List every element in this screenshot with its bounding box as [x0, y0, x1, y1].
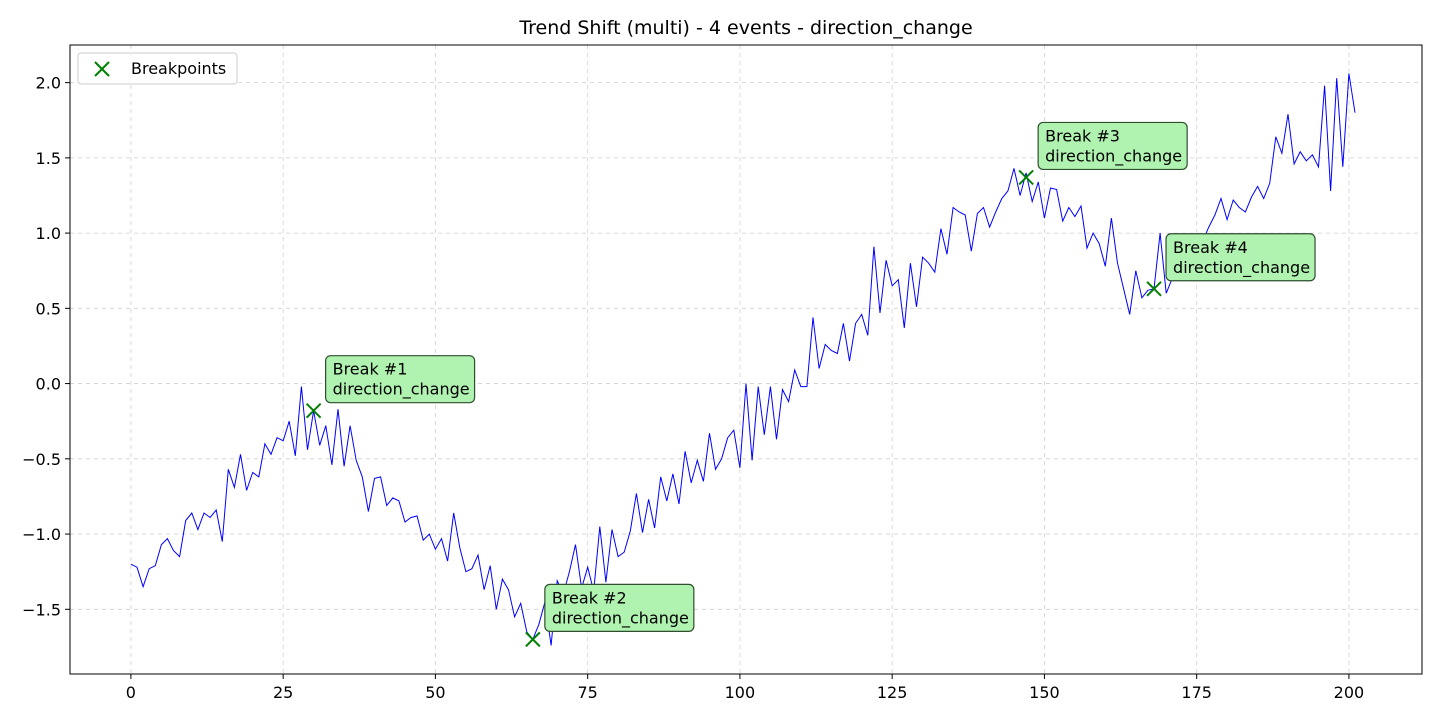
y-tick-label: −1.5 — [22, 600, 61, 619]
x-tick-label: 200 — [1334, 683, 1365, 702]
legend-box — [77, 52, 238, 85]
grid-lines — [70, 45, 1422, 674]
y-tick-label: 1.0 — [36, 224, 61, 243]
y-tick-label: −1.0 — [22, 525, 61, 544]
annotation-type: direction_change — [552, 608, 689, 628]
breakpoint-marker — [305, 402, 322, 419]
annotation-title: Break #1 — [333, 360, 408, 379]
series-line — [130, 73, 1356, 646]
annotation-box — [325, 355, 476, 404]
x-tick-label: 175 — [1181, 683, 1212, 702]
breakpoint-marker — [1146, 281, 1162, 297]
plot-series — [130, 73, 1356, 646]
y-tick-label: 0.0 — [36, 375, 61, 394]
annotation-title: Break #3 — [1045, 126, 1120, 145]
annotation-box — [544, 583, 695, 632]
annotation-title: Break #2 — [552, 588, 627, 607]
x-tick-label: 75 — [577, 683, 597, 702]
breakpoint-marker — [1018, 169, 1034, 186]
legend: Breakpoints — [77, 52, 238, 85]
annotation-type: direction_change — [1045, 146, 1182, 166]
y-tick-label: 0.5 — [36, 299, 61, 318]
legend-marker-icon — [94, 61, 110, 77]
annotation-box — [1165, 233, 1316, 282]
legend-label: Breakpoints — [131, 59, 226, 78]
x-tick-label: 50 — [425, 683, 445, 702]
x-tick-label: 125 — [877, 683, 908, 702]
y-tick-label: −0.5 — [22, 450, 61, 469]
y-axis: −1.5 −1.0 −0.5 0.0 0.5 1.0 1.5 2.0 — [22, 74, 70, 619]
plot-frame — [69, 44, 1423, 675]
breakpoint-markers — [305, 169, 1162, 648]
x-tick-label: 25 — [273, 683, 293, 702]
annotation-type: direction_change — [1173, 258, 1310, 278]
chart-title: Trend Shift (multi) - 4 events - directi… — [518, 17, 972, 39]
annotation-type: direction_change — [333, 380, 470, 400]
x-tick-label: 100 — [725, 683, 756, 702]
breakpoint-marker — [525, 631, 541, 648]
x-tick-label: 150 — [1029, 683, 1060, 702]
annotation-title: Break #4 — [1173, 238, 1248, 257]
y-tick-label: 2.0 — [36, 74, 61, 93]
y-tick-label: 1.5 — [36, 149, 61, 168]
annotation-box — [1037, 121, 1188, 171]
x-axis: 0 25 50 75 100 125 150 175 200 — [126, 674, 1364, 702]
x-tick-label: 0 — [126, 683, 136, 702]
